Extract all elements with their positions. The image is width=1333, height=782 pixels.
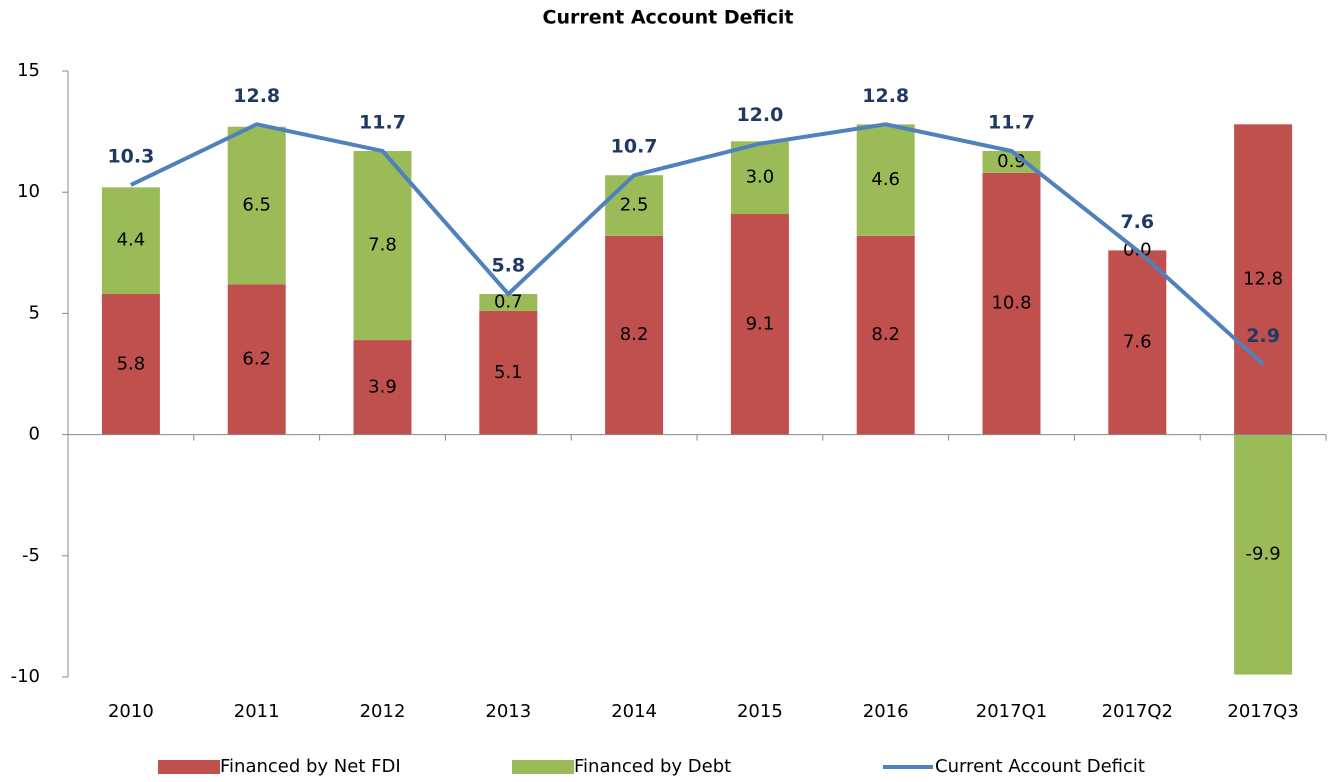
bar-value-label: 8.2: [620, 324, 649, 345]
y-tick-label: 0: [29, 424, 40, 445]
bar-segment: [1234, 124, 1293, 435]
bar-value-label: 3.9: [368, 376, 397, 397]
line-value-label: 10.3: [107, 145, 154, 167]
bar-value-label: 6.5: [242, 195, 271, 216]
line-value-label: 12.8: [862, 85, 909, 107]
x-tick-label: 2017Q3: [1227, 701, 1298, 722]
bar-value-label: 7.6: [1123, 331, 1152, 352]
legend-label: Current Account Deficit: [935, 756, 1145, 777]
x-tick-label: 2012: [360, 701, 406, 722]
bar-value-label: 10.8: [991, 293, 1031, 314]
bar-segment: [479, 294, 538, 311]
bar-segment: [730, 214, 789, 435]
bar-segment: [605, 175, 664, 236]
bar-segment: [605, 235, 664, 435]
bar-value-label: 5.8: [117, 353, 146, 374]
bar-value-label: -9.9: [1246, 544, 1281, 565]
line-value-label: 12.0: [736, 104, 783, 126]
bar-value-label: 8.2: [871, 324, 900, 345]
line-value-label: 5.8: [491, 255, 525, 277]
bar-segment: [227, 126, 286, 285]
x-tick-label: 2017Q2: [1102, 701, 1173, 722]
y-tick-label: -5: [22, 545, 40, 566]
line-value-label: 2.9: [1246, 325, 1280, 347]
bar-value-label: 3.0: [746, 167, 775, 188]
line-value-label: 12.8: [233, 85, 280, 107]
bar-segment: [101, 187, 160, 295]
bar-segment: [982, 150, 1041, 173]
x-tick-label: 2014: [611, 701, 657, 722]
line-value-label: 10.7: [611, 136, 658, 158]
bar-value-label: 2.5: [620, 195, 649, 216]
y-tick-label: 5: [29, 302, 40, 323]
bar-value-label: 4.4: [117, 230, 146, 251]
x-tick-label: 2017Q1: [976, 701, 1047, 722]
bar-value-label: 12.8: [1243, 268, 1283, 289]
bar-value-label: 4.6: [871, 169, 900, 190]
legend-swatch: [512, 760, 574, 774]
legend-label: Financed by Debt: [574, 756, 731, 777]
line-value-label: 7.6: [1120, 211, 1154, 233]
bar-value-label: 9.1: [746, 313, 775, 334]
y-tick-label: -10: [11, 666, 40, 687]
bar-segment: [353, 150, 412, 341]
legend-label: Financed by Net FDI: [220, 756, 401, 777]
bar-segment: [479, 310, 538, 435]
line-series: [130, 122, 1265, 366]
line-value-label: 11.7: [359, 111, 406, 133]
bar-segment: [353, 340, 412, 435]
x-tick-label: 2013: [485, 701, 531, 722]
bar-segment: [730, 141, 789, 215]
bar-value-label: 0.7: [494, 291, 523, 312]
line-value-label: 11.7: [988, 111, 1035, 133]
bar-value-label: 6.2: [242, 348, 271, 369]
bar-segment: [101, 294, 160, 435]
bar-segment: [856, 124, 915, 236]
legend-swatch: [158, 760, 220, 774]
x-tick-label: 2010: [108, 701, 154, 722]
bar-segment: [227, 284, 286, 435]
x-tick-label: 2016: [863, 701, 909, 722]
chart-title: Current Account Deficit: [543, 7, 794, 29]
bar-segment: [1108, 250, 1167, 435]
bar-segment: [856, 235, 915, 435]
bar-segment: [982, 172, 1041, 435]
x-tick-label: 2015: [737, 701, 783, 722]
bar-value-label: 7.8: [368, 235, 397, 256]
x-tick-label: 2011: [234, 701, 280, 722]
y-tick-label: 15: [17, 60, 40, 81]
bar-segment: [1234, 434, 1293, 675]
y-tick-label: 10: [17, 181, 40, 202]
bar-value-label: 5.1: [494, 362, 523, 383]
